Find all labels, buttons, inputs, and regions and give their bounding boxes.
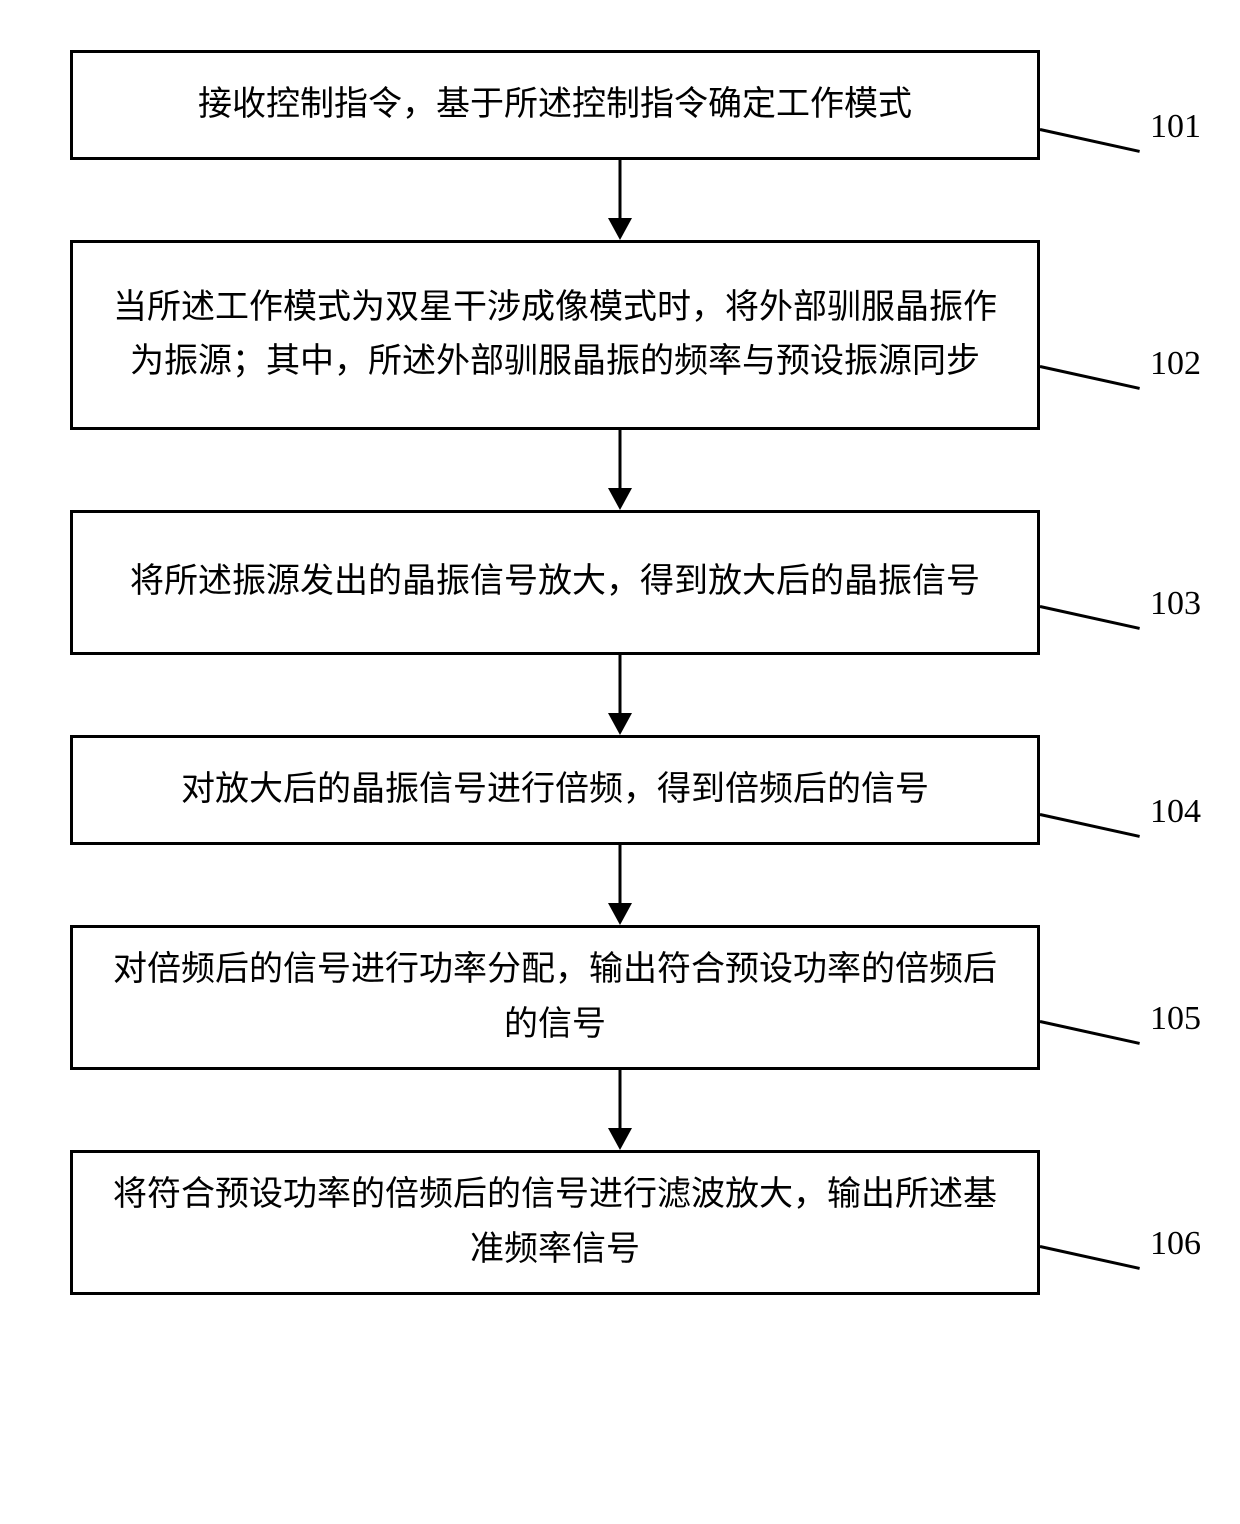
label-connector-line <box>1040 1020 1141 1045</box>
step-text: 接收控制指令，基于所述控制指令确定工作模式 <box>198 78 912 132</box>
label-connector-line <box>1040 605 1141 630</box>
step-box-105: 对倍频后的信号进行功率分配，输出符合预设功率的倍频后的信号 <box>70 925 1040 1070</box>
step-text: 对倍频后的信号进行功率分配，输出符合预设功率的倍频后的信号 <box>103 943 1007 1052</box>
step-wrapper-103: 将所述振源发出的晶振信号放大，得到放大后的晶振信号103 <box>70 510 1170 655</box>
step-label-106: 106 <box>1150 1225 1201 1263</box>
label-connector-line <box>1040 365 1141 390</box>
step-wrapper-105: 对倍频后的信号进行功率分配，输出符合预设功率的倍频后的信号105 <box>70 925 1170 1070</box>
step-box-106: 将符合预设功率的倍频后的信号进行滤波放大，输出所述基准频率信号 <box>70 1150 1040 1295</box>
step-label-104: 104 <box>1150 793 1201 831</box>
step-box-102: 当所述工作模式为双星干涉成像模式时，将外部驯服晶振作为振源；其中，所述外部驯服晶… <box>70 240 1040 430</box>
arrow-connector <box>70 1070 1170 1150</box>
arrow-connector <box>70 655 1170 735</box>
step-box-104: 对放大后的晶振信号进行倍频，得到倍频后的信号 <box>70 735 1040 845</box>
arrow-connector <box>70 845 1170 925</box>
step-text: 将符合预设功率的倍频后的信号进行滤波放大，输出所述基准频率信号 <box>103 1168 1007 1277</box>
flowchart-container: 接收控制指令，基于所述控制指令确定工作模式101 当所述工作模式为双星干涉成像模式… <box>70 50 1170 1295</box>
label-connector-line <box>1040 128 1141 153</box>
step-text: 当所述工作模式为双星干涉成像模式时，将外部驯服晶振作为振源；其中，所述外部驯服晶… <box>103 281 1007 390</box>
arrow-connector <box>70 430 1170 510</box>
label-connector-line <box>1040 813 1141 838</box>
step-wrapper-101: 接收控制指令，基于所述控制指令确定工作模式101 <box>70 50 1170 160</box>
step-label-105: 105 <box>1150 1000 1201 1038</box>
arrow-connector <box>70 160 1170 240</box>
step-label-101: 101 <box>1150 108 1201 146</box>
step-wrapper-104: 对放大后的晶振信号进行倍频，得到倍频后的信号104 <box>70 735 1170 845</box>
step-text: 将所述振源发出的晶振信号放大，得到放大后的晶振信号 <box>130 555 980 609</box>
step-wrapper-102: 当所述工作模式为双星干涉成像模式时，将外部驯服晶振作为振源；其中，所述外部驯服晶… <box>70 240 1170 430</box>
step-label-102: 102 <box>1150 345 1201 383</box>
step-box-103: 将所述振源发出的晶振信号放大，得到放大后的晶振信号 <box>70 510 1040 655</box>
step-text: 对放大后的晶振信号进行倍频，得到倍频后的信号 <box>181 763 929 817</box>
step-label-103: 103 <box>1150 585 1201 623</box>
label-connector-line <box>1040 1245 1141 1270</box>
step-box-101: 接收控制指令，基于所述控制指令确定工作模式 <box>70 50 1040 160</box>
step-wrapper-106: 将符合预设功率的倍频后的信号进行滤波放大，输出所述基准频率信号106 <box>70 1150 1170 1295</box>
